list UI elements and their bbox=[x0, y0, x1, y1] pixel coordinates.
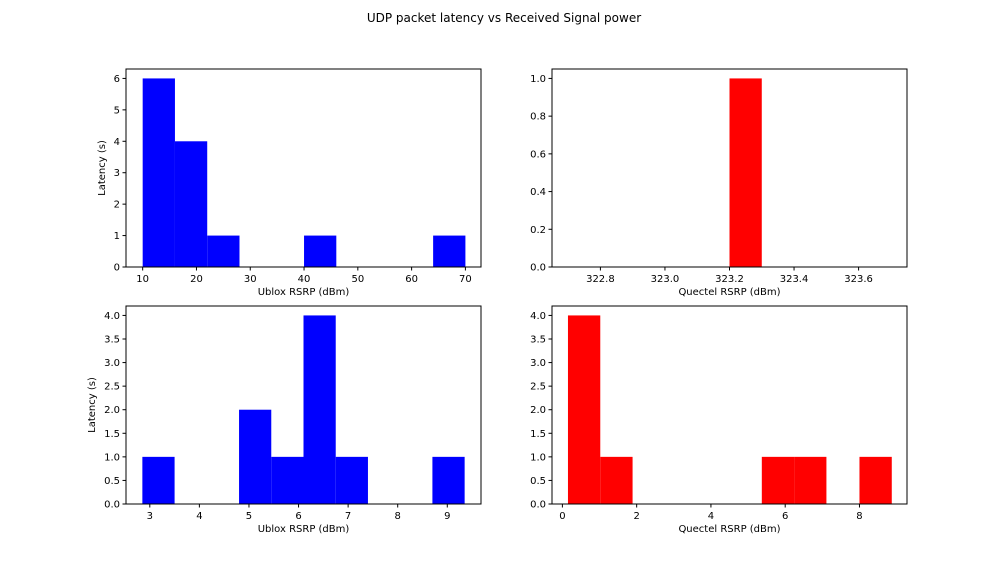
x-tick-label: 10 bbox=[136, 274, 149, 285]
y-tick-label: 1.0 bbox=[104, 452, 120, 463]
histogram-bar bbox=[335, 456, 368, 504]
x-tick-label: 2 bbox=[633, 511, 639, 522]
y-tick-label: 0 bbox=[114, 263, 120, 274]
x-tick-label: 50 bbox=[351, 274, 364, 285]
y-tick-label: 0.0 bbox=[530, 263, 546, 274]
axes-frame bbox=[125, 68, 482, 268]
y-tick-label: 2.0 bbox=[104, 405, 120, 416]
x-tick-label: 322.8 bbox=[586, 274, 615, 285]
x-tick-label: 323.6 bbox=[844, 274, 873, 285]
x-tick-label: 6 bbox=[295, 511, 301, 522]
y-axis-label: Latency (s) bbox=[97, 140, 108, 196]
x-tick-label: 8 bbox=[395, 511, 401, 522]
x-axis-label: Ublox RSRP (dBm) bbox=[258, 287, 350, 298]
y-tick-label: 6 bbox=[114, 74, 120, 85]
histogram-bar bbox=[303, 315, 336, 504]
y-tick-label: 0.5 bbox=[530, 476, 546, 487]
histogram-bar bbox=[761, 456, 795, 504]
y-tick-label: 3.5 bbox=[104, 335, 120, 346]
x-tick-label: 323.0 bbox=[651, 274, 680, 285]
histogram-bar bbox=[142, 456, 175, 504]
x-tick-label: 0 bbox=[559, 511, 565, 522]
y-tick-label: 5 bbox=[114, 105, 120, 116]
x-tick-label: 7 bbox=[345, 511, 351, 522]
y-tick-label: 1 bbox=[114, 231, 120, 242]
histogram-bar bbox=[207, 235, 240, 267]
x-axis-label: Quectel RSRP (dBm) bbox=[678, 524, 780, 535]
x-tick-label: 4 bbox=[708, 511, 714, 522]
y-tick-label: 1.0 bbox=[530, 74, 546, 85]
y-axis-label: Latency (s) bbox=[87, 377, 98, 433]
subplot-top-right: 322.8 323.0 323.2 323.4 323.6 0.0 0.2 0.4 0.6 0.8… bbox=[530, 68, 908, 298]
x-axis-label: Quectel RSRP (dBm) bbox=[678, 287, 780, 298]
histogram-bar bbox=[271, 456, 304, 504]
x-tick-label: 4 bbox=[196, 511, 202, 522]
histogram-bar bbox=[174, 141, 208, 267]
y-tick-label: 0.4 bbox=[530, 187, 546, 198]
x-tick-label: 60 bbox=[405, 274, 418, 285]
subplot-bottom-left: 3 4 5 6 7 8 9 0.0 0.5 1.0 1.5 2.0 2.5 3.0 3.5 4.0 Ublox … bbox=[87, 305, 482, 535]
y-tick-label: 0.5 bbox=[104, 476, 120, 487]
x-tick-label: 323.2 bbox=[715, 274, 744, 285]
y-tick-label: 4 bbox=[114, 137, 120, 148]
y-tick-label: 1.0 bbox=[530, 452, 546, 463]
y-tick-label: 0.2 bbox=[530, 225, 546, 236]
subplot-top-left: 10 20 30 40 50 60 70 0 1 2 3 4 5 6 Ublox RSRP (dBm) Lat… bbox=[97, 68, 482, 298]
y-tick-label: 0.0 bbox=[104, 500, 120, 511]
histogram-bar bbox=[567, 315, 601, 504]
y-tick-label: 3 bbox=[114, 168, 120, 179]
histogram-bar bbox=[859, 456, 892, 504]
histogram-bar bbox=[142, 78, 175, 267]
histogram-bar bbox=[600, 456, 633, 504]
histogram-bar bbox=[433, 235, 466, 267]
x-tick-label: 20 bbox=[190, 274, 203, 285]
histogram-bar bbox=[794, 456, 827, 504]
histogram-bar bbox=[432, 456, 465, 504]
axes-frame bbox=[551, 305, 908, 505]
y-tick-label: 2.5 bbox=[104, 382, 120, 393]
x-tick-label: 9 bbox=[444, 511, 450, 522]
histogram-bar bbox=[729, 78, 762, 267]
x-tick-label: 70 bbox=[459, 274, 472, 285]
x-tick-label: 5 bbox=[246, 511, 252, 522]
figure-title: UDP packet latency vs Received Signal po… bbox=[367, 11, 641, 25]
x-axis-label: Ublox RSRP (dBm) bbox=[258, 524, 350, 535]
x-tick-label: 8 bbox=[856, 511, 862, 522]
histogram-bar bbox=[239, 409, 272, 504]
histogram-bar bbox=[304, 235, 337, 267]
subplot-bottom-right: 0 2 4 6 8 0.0 0.5 1.0 1.5 2.0 2.5 3.0 3.5 4.0 Quectel … bbox=[530, 305, 908, 535]
y-tick-label: 3.5 bbox=[530, 335, 546, 346]
y-tick-label: 2.5 bbox=[530, 382, 546, 393]
x-tick-label: 323.4 bbox=[780, 274, 809, 285]
y-tick-label: 2.0 bbox=[530, 405, 546, 416]
y-tick-label: 3.0 bbox=[104, 358, 120, 369]
x-tick-label: 30 bbox=[244, 274, 257, 285]
x-tick-label: 3 bbox=[147, 511, 153, 522]
y-tick-label: 4.0 bbox=[530, 311, 546, 322]
axes-frame bbox=[125, 305, 482, 505]
y-tick-label: 1.5 bbox=[104, 429, 120, 440]
y-tick-label: 1.5 bbox=[530, 429, 546, 440]
y-tick-label: 0.8 bbox=[530, 112, 546, 123]
x-tick-label: 40 bbox=[298, 274, 311, 285]
y-tick-label: 2 bbox=[114, 200, 120, 211]
x-tick-label: 6 bbox=[782, 511, 788, 522]
y-tick-label: 0.6 bbox=[530, 149, 546, 160]
y-tick-label: 0.0 bbox=[530, 500, 546, 511]
y-tick-label: 3.0 bbox=[530, 358, 546, 369]
y-tick-label: 4.0 bbox=[104, 311, 120, 322]
